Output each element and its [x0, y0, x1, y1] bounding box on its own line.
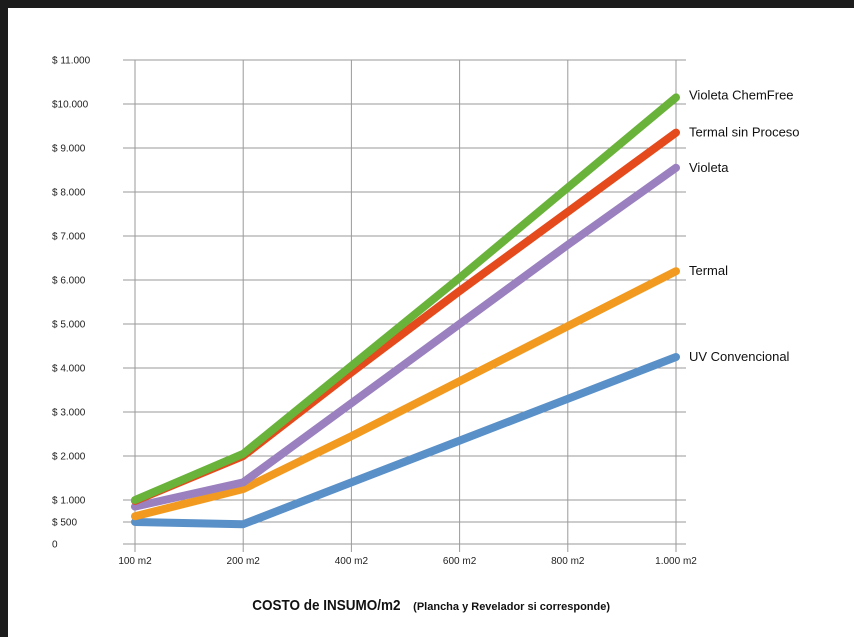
- y-tick-label: $ 4.000: [52, 364, 86, 375]
- chart-frame: [8, 8, 854, 637]
- x-tick-label: 100 m2: [118, 556, 152, 567]
- x-tick-label: 600 m2: [443, 556, 477, 567]
- y-tick-label: $ 6.000: [52, 276, 86, 287]
- x-tick-label: 200 m2: [227, 556, 261, 567]
- series-lines: [131, 93, 680, 529]
- chart-subtitle: (Plancha y Revelador si corresponde): [413, 601, 611, 613]
- legend: Violeta ChemFree Termal sin Proceso Violet…: [689, 87, 800, 364]
- y-axis: 0 $ 500 $ 1.000 $ 2.000 $ 3.000 $ 4.000 $ 5.00…: [52, 56, 91, 551]
- series-line: [131, 267, 680, 521]
- legend-label: Violeta ChemFree: [689, 87, 794, 102]
- series-line: [131, 163, 680, 511]
- x-tick-label: 1.000 m2: [655, 556, 697, 567]
- x-tick-label: 400 m2: [335, 556, 369, 567]
- series-line: [131, 353, 680, 529]
- y-tick-label: $ 7.000: [52, 232, 86, 243]
- legend-label: Termal: [689, 263, 728, 278]
- y-tick-label: $ 9.000: [52, 144, 86, 155]
- y-tick-label: 0: [52, 540, 58, 551]
- legend-label: Violeta: [689, 160, 729, 175]
- y-tick-label: $ 11.000: [52, 56, 91, 67]
- series-line: [131, 93, 680, 504]
- x-tick-label: 800 m2: [551, 556, 585, 567]
- y-tick-label: $ 500: [52, 518, 77, 529]
- legend-label: Termal sin Proceso: [689, 125, 800, 140]
- x-axis: 100 m2 200 m2 400 m2 600 m2 800 m2 1.000 m2: [118, 556, 697, 567]
- y-tick-label: $ 8.000: [52, 188, 86, 199]
- chart-title: COSTO de INSUMO/m2: [252, 597, 401, 614]
- y-tick-label: $ 2.000: [52, 452, 86, 463]
- y-tick-label: $ 3.000: [52, 408, 86, 419]
- y-tick-label: $ 1.000: [52, 496, 86, 507]
- y-tick-label: $10.000: [52, 100, 89, 111]
- legend-label: UV Convencional: [689, 349, 790, 364]
- y-tick-label: $ 5.000: [52, 320, 86, 331]
- chart-caption: COSTO de INSUMO/m2 (Plancha y Revelador …: [0, 597, 854, 615]
